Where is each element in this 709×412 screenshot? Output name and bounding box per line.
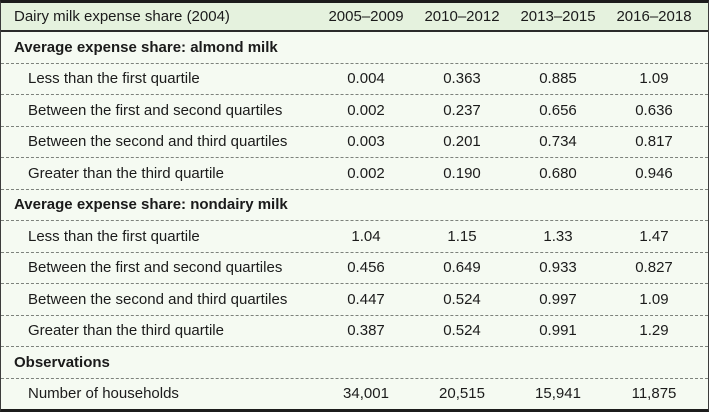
cell-value: 1.33: [543, 227, 573, 245]
cell-value: 0.885: [539, 70, 577, 88]
table-row: Greater than the third quartile 0.002 0.19…: [1, 158, 708, 190]
section-header-row: Average expense share: nondairy milk: [1, 190, 708, 221]
table-row: Between the second and third quartiles 0.…: [1, 127, 708, 158]
cell-value: 11,875: [631, 385, 677, 403]
cell-value: 0.002: [347, 164, 385, 182]
cell-value: 0.237: [443, 101, 481, 119]
cell-value: 0.991: [539, 322, 577, 340]
column-header: 2016–2018: [616, 8, 692, 25]
column-header: 2013–2015: [520, 8, 596, 25]
section-header-label: Observations: [14, 353, 110, 371]
cell-value: 1.15: [447, 227, 477, 245]
cell-value: 0.387: [347, 322, 385, 340]
cell-value: 0.649: [443, 259, 481, 277]
cell-value: 0.524: [443, 290, 481, 308]
cell-value: 0.827: [635, 259, 673, 277]
cell-value: 0.456: [347, 259, 385, 277]
cell-value: 15,941: [535, 385, 581, 403]
row-label: Greater than the third quartile: [28, 164, 224, 182]
cell-value: 0.734: [539, 133, 577, 151]
cell-value: 1.09: [639, 290, 669, 308]
cell-value: 0.201: [443, 133, 481, 151]
cell-value: 0.680: [539, 164, 577, 182]
cell-value: 0.524: [443, 322, 481, 340]
table-row: Between the first and second quartiles 0.…: [1, 95, 708, 127]
column-header: 2010–2012: [424, 8, 500, 25]
cell-value: 20,515: [439, 385, 485, 403]
cell-value: 0.636: [635, 101, 673, 119]
table-row: Less than the first quartile 0.004 0.363 0.…: [1, 64, 708, 95]
table-row: Greater than the third quartile 0.387 0.52…: [1, 316, 708, 347]
row-label: Between the first and second quartiles: [28, 101, 283, 119]
cell-value: 0.363: [443, 70, 481, 88]
table-title: Dairy milk expense share (2004): [14, 8, 230, 25]
cell-value: 0.656: [539, 101, 577, 119]
cell-value: 0.003: [347, 133, 385, 151]
section-header-row: Observations: [1, 347, 708, 379]
table-body: Average expense share: almond milk Less t…: [1, 32, 708, 409]
cell-value: 0.997: [539, 290, 577, 308]
row-label: Between the second and third quartiles: [28, 133, 288, 151]
section-header-label: Average expense share: nondairy milk: [14, 196, 288, 214]
cell-value: 1.47: [639, 227, 669, 245]
row-label: Between the second and third quartiles: [28, 290, 288, 308]
table-row: Number of households 34,001 20,515 15,941 11…: [1, 379, 708, 410]
cell-value: 0.946: [635, 164, 673, 182]
section-header-row: Average expense share: almond milk: [1, 32, 708, 64]
table-header-row: Dairy milk expense share (2004) 2005–200…: [1, 3, 708, 32]
row-label: Between the first and second quartiles: [28, 259, 283, 277]
cell-value: 0.002: [347, 101, 385, 119]
cell-value: 34,001: [343, 385, 389, 403]
table-row: Between the second and third quartiles 0.…: [1, 284, 708, 316]
cell-value: 0.817: [635, 133, 673, 151]
table-row: Less than the first quartile 1.04 1.15 1.33…: [1, 221, 708, 253]
cell-value: 0.190: [443, 164, 481, 182]
cell-value: 0.447: [347, 290, 385, 308]
cell-value: 0.933: [539, 259, 577, 277]
table-row: Between the first and second quartiles 0.…: [1, 253, 708, 284]
cell-value: 1.29: [639, 322, 669, 340]
section-header-label: Average expense share: almond milk: [14, 38, 278, 56]
row-label: Less than the first quartile: [28, 227, 200, 245]
row-label: Less than the first quartile: [28, 70, 200, 88]
cell-value: 0.004: [347, 70, 385, 88]
column-header: 2005–2009: [328, 8, 404, 25]
row-label: Greater than the third quartile: [28, 322, 224, 340]
cell-value: 1.09: [639, 70, 669, 88]
row-label: Number of households: [28, 385, 179, 403]
cell-value: 1.04: [351, 227, 381, 245]
